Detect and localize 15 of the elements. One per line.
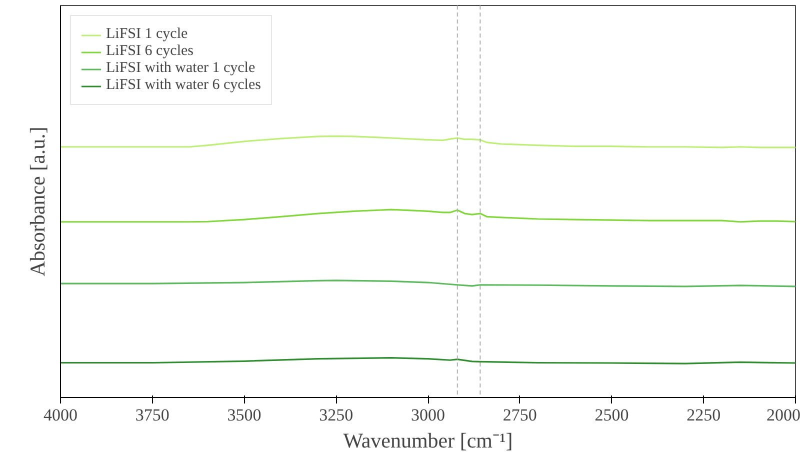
- x-tick-label: 3000: [411, 406, 445, 424]
- x-tick-label: 3500: [227, 406, 262, 424]
- x-tick-label: 2000: [766, 406, 800, 424]
- x-axis-title: Wavenumber [cm⁻¹]: [343, 428, 513, 452]
- x-tick-label: 3750: [135, 406, 170, 424]
- y-axis-title: Absorbance [a.u.]: [26, 126, 50, 276]
- legend-label: LiFSI with water 1 cycle: [106, 60, 256, 77]
- x-tick-label: 3250: [319, 406, 354, 424]
- x-tick-label: 2250: [686, 406, 721, 424]
- legend-label: LiFSI 6 cycles: [106, 43, 194, 60]
- legend-label: LiFSI 1 cycle: [106, 26, 188, 43]
- x-tick-label: 2500: [594, 406, 629, 424]
- x-tick-label: 2750: [502, 406, 537, 424]
- x-tick-label: 4000: [44, 406, 78, 424]
- legend-label: LiFSI with water 6 cycles: [106, 77, 261, 94]
